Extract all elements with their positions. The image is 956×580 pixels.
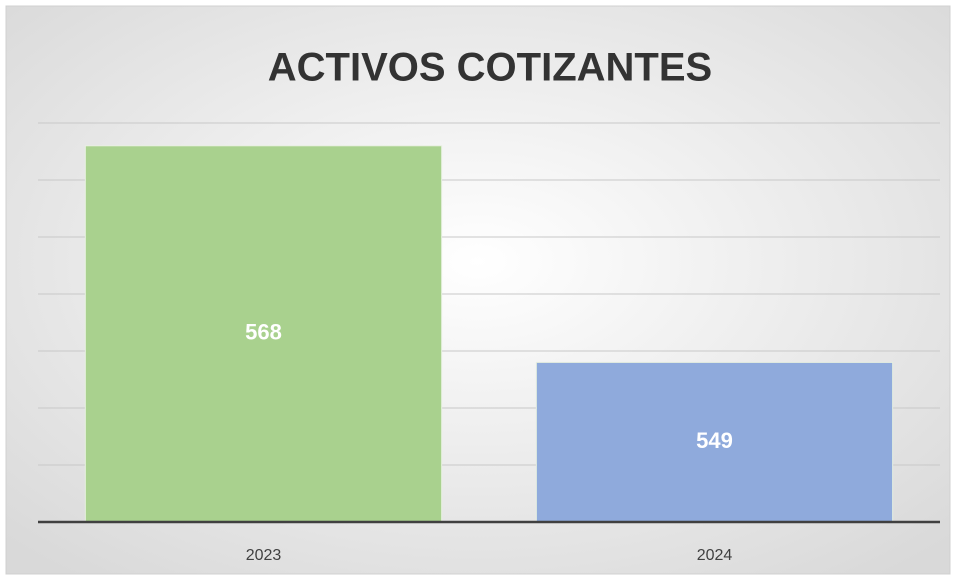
bar — [535, 361, 894, 523]
bar — [84, 145, 443, 523]
data-label: 568 — [245, 320, 282, 345]
data-label: 549 — [696, 428, 733, 453]
x-tick-label: 2024 — [697, 547, 733, 564]
x-tick-label: 2023 — [246, 547, 282, 564]
chart-title: ACTIVOS COTIZANTES — [268, 46, 712, 90]
